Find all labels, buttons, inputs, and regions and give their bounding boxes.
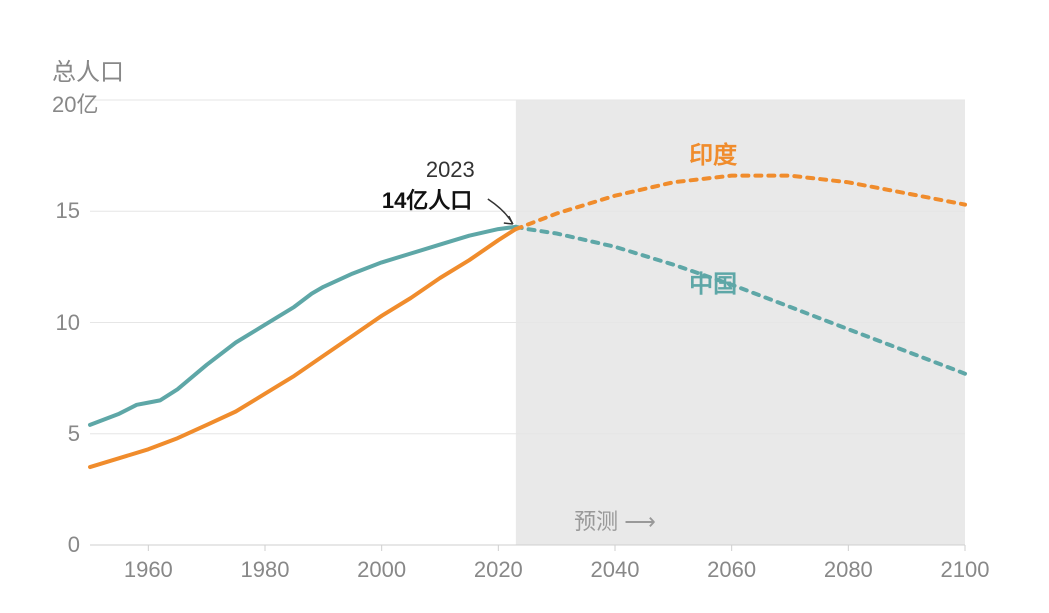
series-line [90, 229, 516, 467]
y-tick-label: 15 [30, 198, 80, 224]
x-tick-label: 2100 [941, 557, 990, 583]
x-tick-label: 2060 [707, 557, 756, 583]
x-tick-label: 1960 [124, 557, 173, 583]
population-chart: 总人口 0 5 10 15 20亿 1960 1980 2000 2020 2040 2060 20… [0, 0, 1049, 613]
series-label-china: 中国 [689, 264, 737, 299]
y-tick-label: 20亿 [52, 87, 112, 119]
callout-year: 2023 [426, 157, 475, 183]
x-tick-label: 2000 [357, 557, 406, 583]
y-tick-label: 10 [30, 310, 80, 336]
x-tick-label: 2020 [474, 557, 523, 583]
y-tick-label: 5 [30, 421, 80, 447]
series-label-india: 印度 [689, 135, 737, 170]
y-axis-title: 总人口 [52, 52, 124, 87]
x-tick-label: 2080 [824, 557, 873, 583]
callout-value: 14亿人口 [382, 183, 472, 215]
series-line [90, 227, 516, 425]
x-tick-label: 2040 [591, 557, 640, 583]
x-tick-label: 1980 [241, 557, 290, 583]
chart-svg [0, 0, 1049, 613]
y-tick-label: 0 [30, 532, 80, 558]
forecast-label: 预测 ⟶ [574, 504, 656, 536]
